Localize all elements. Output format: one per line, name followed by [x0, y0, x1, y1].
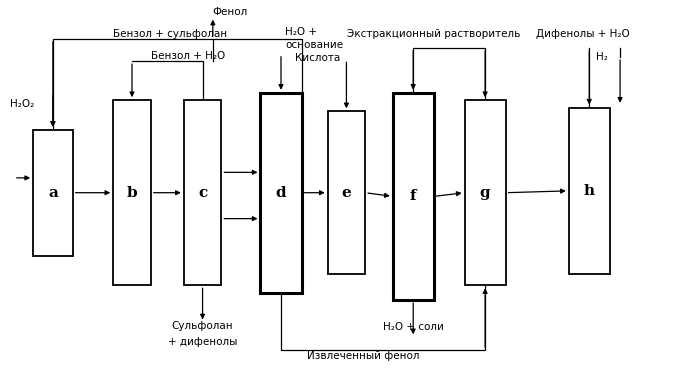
- Text: e: e: [342, 186, 352, 200]
- Text: b: b: [127, 186, 137, 200]
- Text: Бензол + сульфолан: Бензол + сульфолан: [113, 29, 227, 39]
- Text: + дифенолы: + дифенолы: [168, 337, 237, 347]
- Text: Фенол: Фенол: [212, 7, 247, 17]
- Bar: [328, 111, 366, 274]
- Text: основание: основание: [285, 40, 343, 50]
- Text: c: c: [198, 186, 207, 200]
- Text: H₂O₂: H₂O₂: [10, 99, 35, 109]
- Text: h: h: [584, 184, 595, 198]
- Bar: [465, 100, 505, 285]
- Bar: [569, 107, 610, 274]
- Text: H₂: H₂: [596, 53, 608, 62]
- Text: H₂O + соли: H₂O + соли: [383, 322, 444, 332]
- Text: Кислота: Кислота: [295, 53, 340, 63]
- Bar: [184, 100, 222, 285]
- Text: Экстракционный растворитель: Экстракционный растворитель: [347, 29, 521, 39]
- Bar: [261, 93, 301, 293]
- Text: Дифенолы + H₂O: Дифенолы + H₂O: [535, 29, 629, 39]
- Text: Бензол + H₂O: Бензол + H₂O: [151, 51, 225, 61]
- Text: a: a: [48, 186, 58, 200]
- Text: Извлеченный фенол: Извлеченный фенол: [307, 351, 419, 361]
- Bar: [33, 130, 73, 256]
- Text: d: d: [275, 186, 287, 200]
- Text: Сульфолан: Сульфолан: [171, 321, 233, 330]
- Text: g: g: [480, 186, 491, 200]
- Text: f: f: [410, 189, 417, 203]
- Bar: [113, 100, 151, 285]
- Text: H₂O +: H₂O +: [285, 27, 317, 37]
- Bar: [393, 93, 434, 300]
